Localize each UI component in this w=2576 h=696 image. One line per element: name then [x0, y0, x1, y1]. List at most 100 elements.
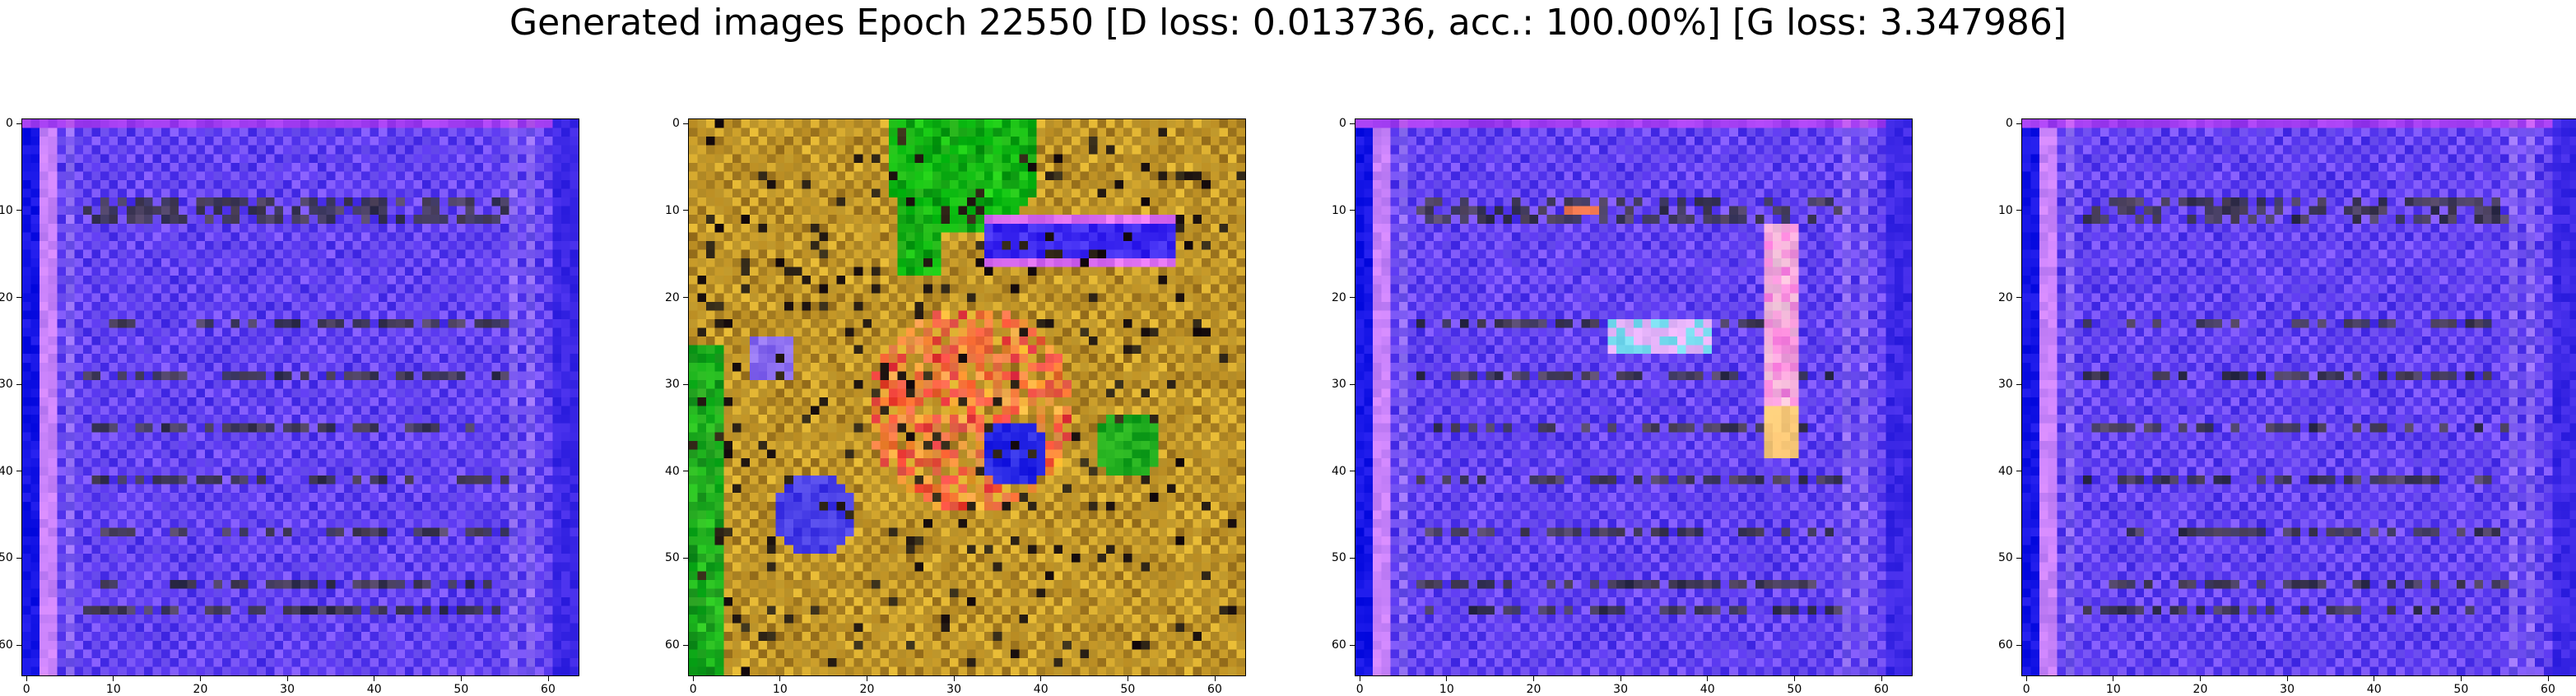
x-tick-mark	[1446, 676, 1448, 681]
y-tick-label: 30	[0, 378, 13, 392]
x-tick-label: 30	[1613, 683, 1628, 696]
y-tick-label: 40	[0, 464, 13, 478]
x-tick-mark	[953, 676, 955, 681]
y-tick-label: 10	[0, 203, 13, 217]
x-tick-label: 50	[2453, 683, 2469, 696]
y-tick-label: 60	[1998, 638, 2013, 652]
y-tick-mark	[1350, 383, 1355, 385]
y-tick-label: 40	[1998, 464, 2013, 478]
y-tick-mark	[683, 210, 688, 211]
y-tick-label: 40	[665, 464, 680, 478]
x-tick-mark	[547, 676, 549, 681]
y-tick-mark	[1350, 210, 1355, 211]
x-tick-mark	[2460, 676, 2462, 681]
y-tick-label: 40	[1332, 464, 1346, 478]
generated-image-panel: 0 10 20 30 40 50 60 0 10 20 30 40 50 60	[0, 118, 579, 695]
y-tick-mark	[2016, 383, 2021, 385]
x-tick-label: 10	[2105, 683, 2121, 696]
x-tick-label: 50	[1120, 683, 1136, 696]
x-tick-label: 10	[105, 683, 121, 696]
y-tick-mark	[16, 123, 21, 124]
generated-image	[1355, 118, 1913, 676]
generated-image-panel: 0 10 20 30 40 50 60 0 10 20 30 40 50 60	[1998, 118, 2576, 695]
figure-title: Generated images Epoch 22550 [D loss: 0.…	[509, 2, 2067, 44]
y-tick-label: 20	[1332, 290, 1346, 304]
y-tick-mark	[683, 383, 688, 385]
y-tick-mark	[2016, 644, 2021, 646]
x-tick-mark	[779, 676, 781, 681]
x-tick-label: 20	[859, 683, 875, 696]
x-tick-mark	[2025, 676, 2027, 681]
y-tick-mark	[16, 644, 21, 646]
x-tick-label: 10	[1439, 683, 1454, 696]
generated-image	[2021, 118, 2576, 676]
x-tick-mark	[286, 676, 288, 681]
y-tick-label: 50	[665, 551, 680, 565]
y-tick-mark	[16, 210, 21, 211]
x-tick-label: 20	[1526, 683, 1541, 696]
y-tick-label: 30	[665, 378, 680, 392]
x-tick-label: 40	[1700, 683, 1715, 696]
y-tick-label: 10	[1332, 203, 1346, 217]
x-tick-mark	[2286, 676, 2288, 681]
generated-image-panel: 0 10 20 30 40 50 60 0 10 20 30 40 50 60	[1332, 118, 1913, 695]
x-tick-label: 30	[280, 683, 295, 696]
y-tick-label: 60	[665, 638, 680, 652]
x-tick-label: 30	[946, 683, 961, 696]
y-tick-mark	[1350, 644, 1355, 646]
x-tick-mark	[1040, 676, 1042, 681]
y-tick-label: 50	[1332, 551, 1346, 565]
y-tick-mark	[2016, 210, 2021, 211]
y-tick-mark	[683, 123, 688, 124]
y-tick-label: 0	[2006, 117, 2013, 131]
x-tick-label: 30	[2280, 683, 2295, 696]
x-tick-label: 0	[1355, 683, 1364, 696]
y-tick-mark	[683, 557, 688, 559]
y-tick-label: 20	[665, 290, 680, 304]
x-tick-mark	[2200, 676, 2202, 681]
y-tick-mark	[16, 383, 21, 385]
generated-image-panel: 0 10 20 30 40 50 60 0 10 20 30 40 50 60	[665, 118, 1246, 695]
x-tick-label: 50	[1787, 683, 1802, 696]
x-tick-label: 0	[2022, 683, 2030, 696]
x-tick-label: 60	[2541, 683, 2555, 696]
x-tick-mark	[1620, 676, 1621, 681]
y-tick-mark	[1350, 557, 1355, 559]
y-tick-label: 20	[1998, 290, 2013, 304]
x-tick-mark	[1214, 676, 1216, 681]
y-tick-label: 60	[0, 638, 13, 652]
y-tick-mark	[16, 557, 21, 559]
x-tick-label: 60	[1207, 683, 1222, 696]
y-tick-mark	[2016, 557, 2021, 559]
x-tick-label: 10	[772, 683, 788, 696]
x-tick-mark	[1707, 676, 1709, 681]
x-tick-mark	[692, 676, 694, 681]
y-tick-label: 0	[6, 117, 13, 131]
y-tick-label: 50	[0, 551, 13, 565]
y-tick-mark	[2016, 297, 2021, 299]
y-tick-label: 10	[1998, 203, 2013, 217]
x-tick-mark	[460, 676, 462, 681]
y-tick-label: 0	[1339, 117, 1346, 131]
y-tick-mark	[2016, 123, 2021, 124]
x-tick-label: 50	[453, 683, 469, 696]
x-tick-label: 40	[366, 683, 382, 696]
y-tick-label: 20	[0, 290, 13, 304]
x-tick-mark	[26, 676, 27, 681]
y-tick-mark	[683, 644, 688, 646]
x-tick-label: 60	[1874, 683, 1889, 696]
generated-image	[21, 118, 579, 676]
y-tick-label: 50	[1998, 551, 2013, 565]
x-tick-label: 20	[2192, 683, 2208, 696]
y-tick-label: 60	[1332, 638, 1346, 652]
x-tick-label: 40	[2366, 683, 2382, 696]
y-tick-label: 30	[1332, 378, 1346, 392]
x-tick-mark	[2547, 676, 2549, 681]
y-tick-label: 0	[672, 117, 680, 131]
y-tick-label: 10	[665, 203, 680, 217]
y-tick-mark	[1350, 297, 1355, 299]
x-tick-mark	[1533, 676, 1535, 681]
y-tick-mark	[16, 297, 21, 299]
x-tick-mark	[1881, 676, 1882, 681]
